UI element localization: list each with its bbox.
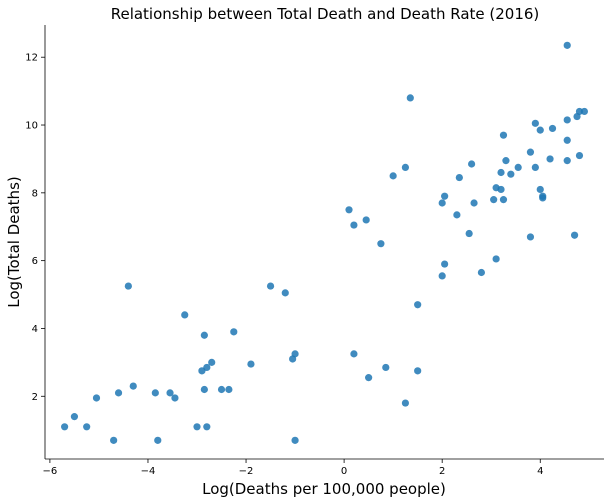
data-point: [401, 399, 410, 407]
data-point: [414, 301, 422, 309]
data-point: [266, 282, 275, 290]
x-axis-title: Log(Deaths per 100,000 people): [202, 480, 446, 498]
y-tick-label: 12: [25, 53, 38, 64]
y-tick-label: 8: [32, 188, 38, 199]
data-point: [217, 385, 226, 394]
y-tick-label: 6: [32, 256, 38, 267]
y-tick-label: 2: [32, 392, 38, 403]
data-point: [438, 199, 446, 207]
axes: [44, 25, 604, 460]
data-point: [362, 216, 370, 224]
data-point: [203, 423, 211, 431]
chart-title: Relationship between Total Death and Dea…: [111, 5, 540, 23]
data-point: [497, 168, 505, 177]
data-point: [539, 192, 547, 200]
data-point: [291, 350, 299, 358]
data-point: [526, 148, 535, 156]
data-point: [507, 170, 515, 178]
data-point: [92, 394, 101, 402]
data-point: [497, 185, 505, 194]
data-point: [193, 423, 201, 431]
data-point: [502, 157, 510, 165]
data-points: [61, 41, 588, 444]
data-point: [563, 136, 571, 144]
data-point: [166, 389, 174, 397]
data-point: [499, 196, 508, 204]
data-point: [154, 436, 162, 444]
data-point: [281, 289, 289, 297]
x-ticks: −6 −4 −2 0 2 4: [43, 459, 543, 477]
data-point: [129, 382, 137, 390]
data-point: [406, 94, 414, 102]
data-point: [455, 173, 463, 182]
data-point: [414, 367, 422, 375]
data-point: [536, 126, 544, 134]
data-point: [208, 358, 216, 366]
data-point: [114, 389, 123, 397]
data-point: [401, 163, 410, 172]
data-point: [377, 240, 385, 248]
data-point: [441, 260, 449, 268]
data-point: [70, 413, 79, 421]
data-point: [61, 423, 69, 431]
data-point: [492, 255, 500, 263]
data-point: [181, 311, 189, 319]
x-tick-label: −4: [141, 466, 156, 477]
data-point: [575, 151, 584, 160]
data-point: [546, 155, 554, 163]
data-point: [526, 233, 535, 241]
data-point: [438, 272, 446, 280]
data-point: [247, 360, 255, 368]
data-point: [382, 363, 390, 372]
data-point: [499, 131, 508, 139]
data-point: [350, 221, 358, 229]
data-point: [563, 157, 571, 165]
x-tick-label: 0: [341, 466, 347, 477]
data-point: [171, 394, 179, 402]
data-point: [563, 41, 571, 49]
data-point: [470, 199, 478, 207]
data-point: [477, 268, 486, 277]
data-point: [200, 385, 208, 394]
data-point: [570, 231, 579, 239]
data-point: [468, 160, 476, 168]
data-point: [548, 124, 557, 133]
data-point: [563, 116, 571, 124]
data-point: [350, 350, 358, 358]
y-axis-title: Log(Total Deaths): [5, 176, 23, 307]
data-point: [110, 436, 118, 444]
data-point: [230, 328, 238, 336]
x-tick-label: −6: [43, 466, 58, 477]
x-tick-label: 2: [439, 466, 445, 477]
x-tick-label: −2: [239, 466, 254, 477]
data-point: [389, 172, 397, 180]
y-ticks: 2 4 6 8 10 12: [25, 53, 45, 403]
data-point: [514, 163, 522, 172]
data-point: [83, 423, 91, 431]
data-point: [225, 385, 233, 394]
data-point: [365, 374, 373, 382]
data-point: [490, 196, 498, 204]
data-point: [441, 192, 449, 200]
data-point: [203, 363, 211, 372]
x-tick-label: 4: [537, 466, 543, 477]
data-point: [200, 331, 208, 339]
data-point: [345, 206, 353, 214]
data-point: [453, 211, 461, 219]
y-tick-label: 10: [25, 121, 38, 132]
data-point: [580, 107, 588, 116]
data-point: [465, 229, 473, 238]
data-point: [151, 389, 159, 397]
data-point: [536, 185, 544, 194]
data-point: [291, 436, 299, 444]
data-point: [531, 119, 539, 127]
data-point: [124, 282, 132, 290]
data-point: [531, 163, 539, 172]
y-tick-label: 4: [32, 324, 38, 335]
